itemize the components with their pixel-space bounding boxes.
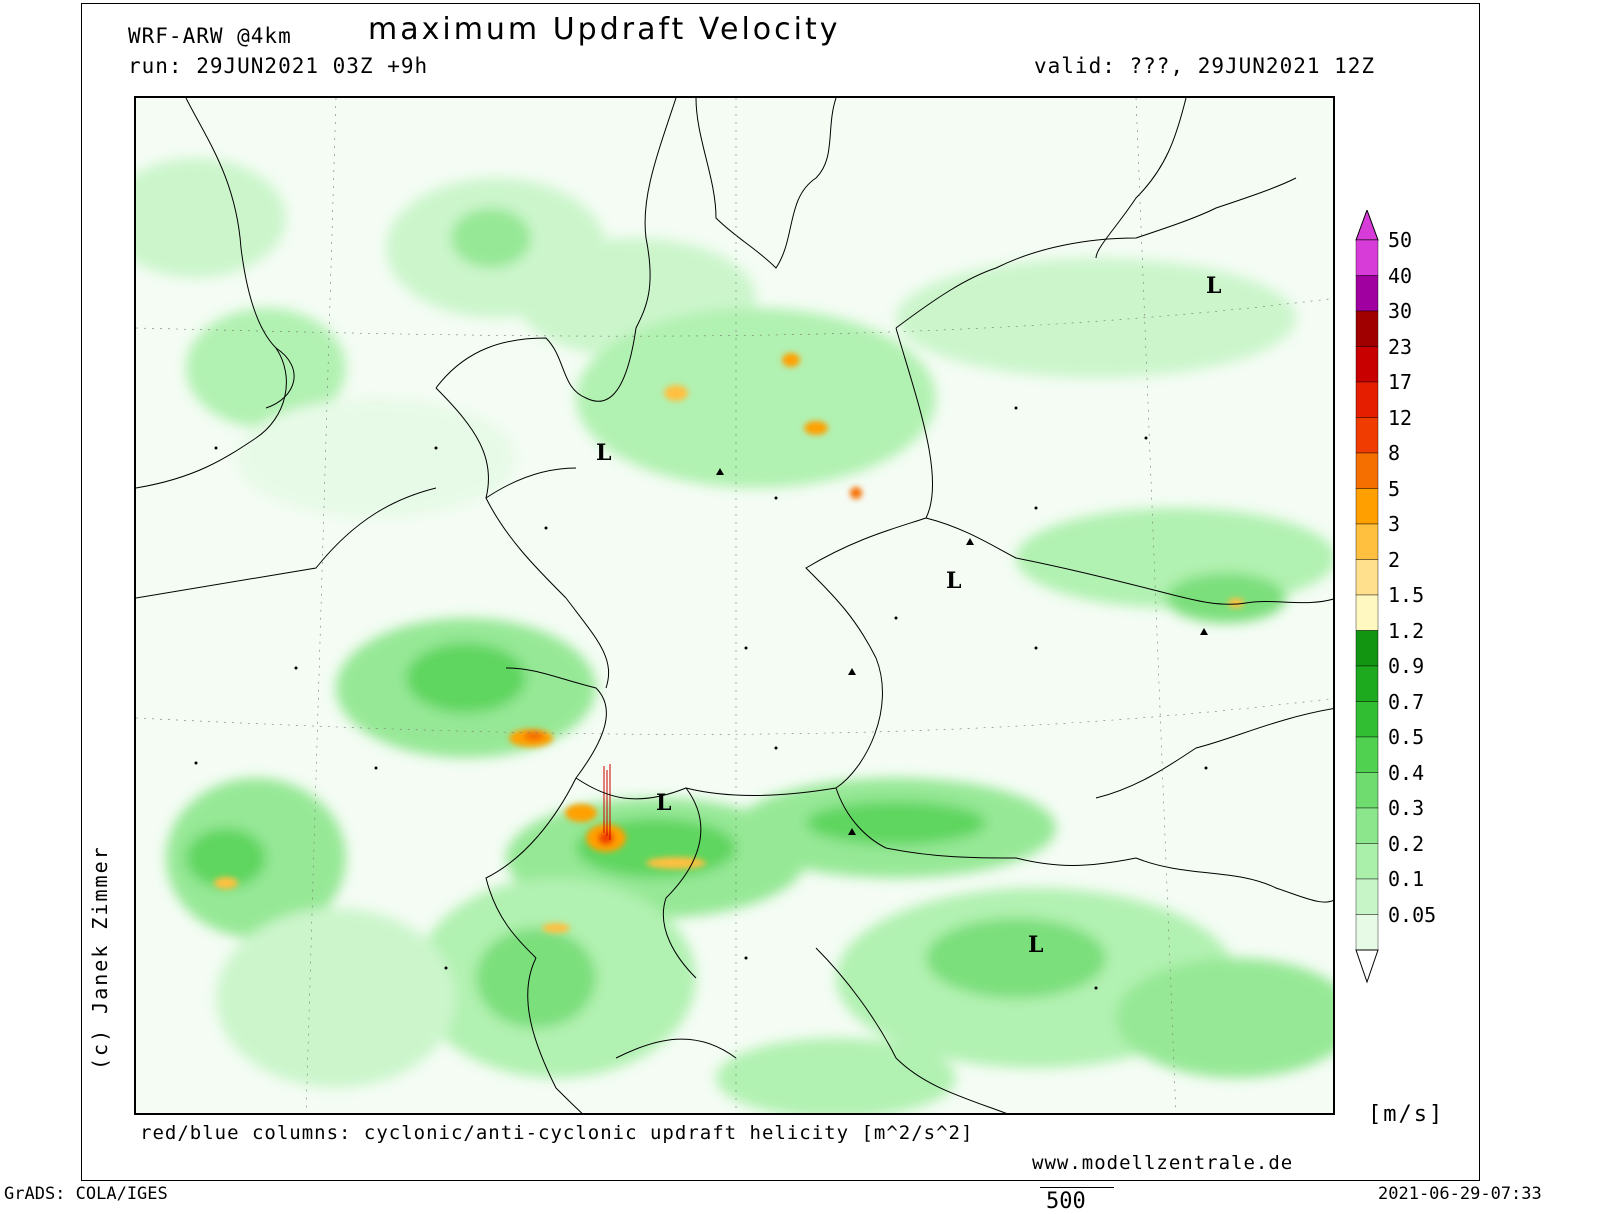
city-markers <box>194 406 1208 990</box>
colorbar-swatch <box>1355 452 1379 489</box>
colorbar-tick-label: 40 <box>1388 263 1413 288</box>
colorbar-swatch <box>1355 914 1379 951</box>
colorbar-tick-label: 0.3 <box>1388 796 1425 820</box>
colorbar-tick-label: 0.7 <box>1388 689 1425 714</box>
map-title: maximum Updraft Velocity <box>368 12 841 47</box>
unit-label: [m/s] <box>1368 1102 1445 1127</box>
low-marker: L <box>1206 273 1221 299</box>
website-label: www.modellzentrale.de <box>1032 1152 1294 1174</box>
low-marker: L <box>946 568 961 594</box>
colorbar-swatch <box>1355 488 1379 525</box>
colorbar-tick-label: 0.5 <box>1388 725 1425 749</box>
weather-map: L L L L L <box>134 96 1335 1115</box>
colorbar-tick-label: 0.4 <box>1388 760 1425 785</box>
colorbar-swatch <box>1355 381 1379 418</box>
colorbar-swatch <box>1355 701 1379 738</box>
colorbar-swatch <box>1355 310 1379 347</box>
colorbar-swatch <box>1355 523 1379 560</box>
colorbar-tick-label: 23 <box>1388 334 1413 359</box>
colorbar-swatch <box>1355 275 1379 312</box>
colorbar-tick-label: 0.05 <box>1388 902 1437 927</box>
scale-value: 500 <box>1046 1189 1086 1214</box>
colorbar-swatch <box>1355 417 1379 454</box>
colorbar-swatch <box>1355 843 1379 880</box>
green-updraft-field <box>136 158 1333 1113</box>
graticule <box>136 98 1333 1113</box>
colorbar-swatch <box>1355 559 1379 596</box>
valid-label: valid: ???, 29JUN2021 12Z <box>1034 54 1376 78</box>
colorbar-tick-label: 5 <box>1388 476 1401 501</box>
colorbar-swatch <box>1355 736 1379 773</box>
colorbar-swatch <box>1355 346 1379 383</box>
convective-cells <box>214 353 1244 933</box>
colorbar-tick-label: 17 <box>1388 370 1413 394</box>
helicity-columns <box>603 764 611 840</box>
helicity-footnote: red/blue columns: cyclonic/anti-cyclonic… <box>140 1122 974 1144</box>
low-marker: L <box>596 440 611 466</box>
colorbar-tick-label: 0.9 <box>1388 654 1425 678</box>
model-label: WRF-ARW @4km <box>128 24 292 48</box>
colorbar-bottom-arrow <box>1355 949 1379 984</box>
colorbar-top-arrow <box>1355 210 1379 241</box>
run-label: run: 29JUN2021 03Z +9h <box>128 54 429 78</box>
colorbar-tick-label: 3 <box>1388 512 1401 536</box>
colorbar-tick-label: 0.2 <box>1388 831 1425 856</box>
author-credit: (c) Janek Zimmer <box>88 845 112 1070</box>
colorbar-tick-label: 2 <box>1388 547 1401 572</box>
map-graphic: L L L L L <box>136 98 1333 1113</box>
pressure-lows: L L L L L <box>596 273 1221 958</box>
colorbar-swatch <box>1355 665 1379 702</box>
timestamp: 2021-06-29-07:33 <box>1378 1184 1542 1204</box>
colorbar-tick-label: 12 <box>1388 405 1413 430</box>
colorbar-swatch <box>1355 630 1379 667</box>
coastlines-borders <box>136 98 1333 1113</box>
colorbar-tick-label: 8 <box>1388 441 1401 465</box>
colorbar-tick-label: 0.1 <box>1388 867 1425 891</box>
low-marker: L <box>1028 932 1043 958</box>
colorbar-tick-label: 50 <box>1388 228 1413 252</box>
colorbar <box>1355 210 1379 984</box>
low-marker: L <box>656 790 671 816</box>
colorbar-swatch <box>1355 594 1379 631</box>
scale-bar <box>1040 1187 1114 1188</box>
colorbar-tick-label: 30 <box>1388 299 1413 323</box>
colorbar-tick-label: 1.2 <box>1388 618 1425 643</box>
colorbar-swatch <box>1355 807 1379 844</box>
software-label: GrADS: COLA/IGES <box>4 1184 168 1204</box>
colorbar-swatch <box>1355 772 1379 809</box>
colorbar-swatch <box>1355 878 1379 915</box>
colorbar-swatch <box>1355 239 1379 276</box>
plot-frame <box>81 3 1480 1181</box>
colorbar-tick-label: 1.5 <box>1388 583 1425 607</box>
